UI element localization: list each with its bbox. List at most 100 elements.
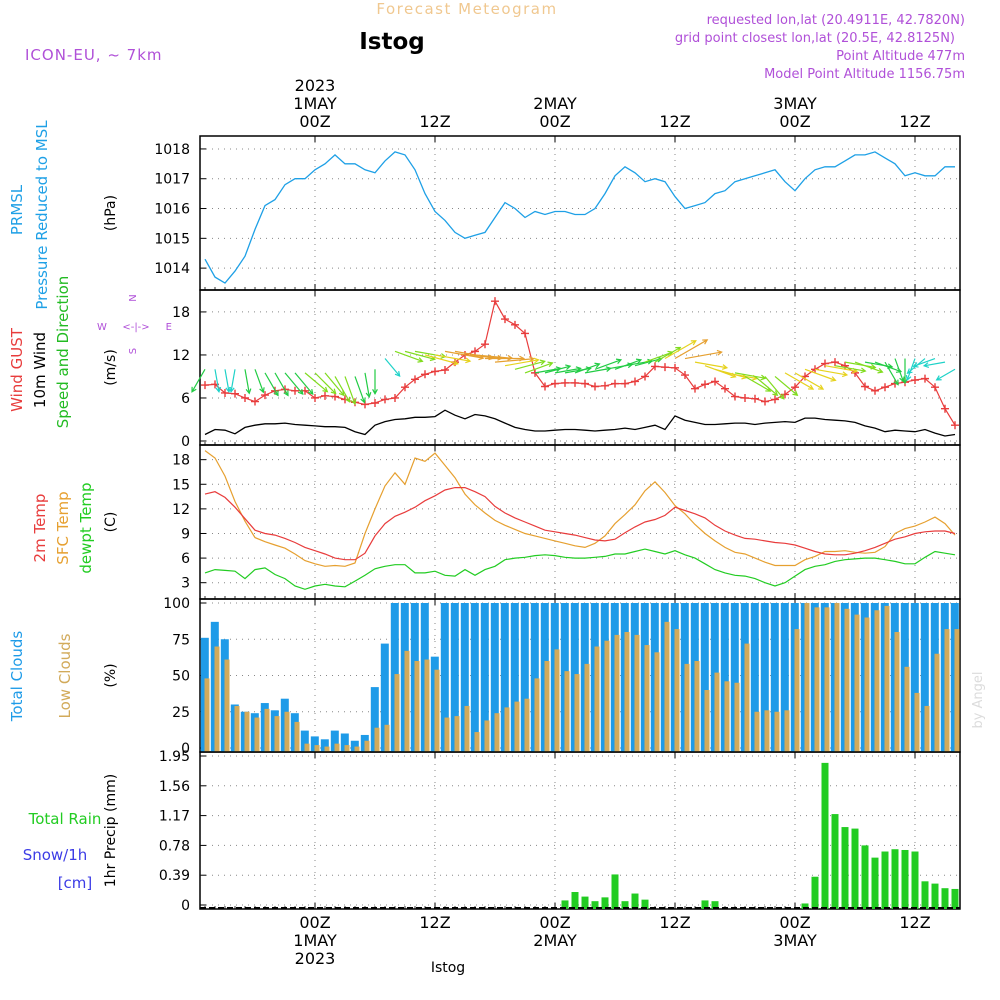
gust-marker	[831, 358, 839, 367]
gust-marker	[311, 393, 319, 402]
low-cloud-bar	[604, 640, 610, 752]
rain-bar	[921, 881, 929, 909]
rain-bar	[591, 901, 599, 909]
top-time-label: 00Z	[539, 112, 570, 131]
low-cloud-bar	[684, 663, 690, 752]
gust-marker	[631, 377, 639, 386]
gust-marker	[491, 297, 499, 306]
wind-arrow-head	[818, 384, 825, 390]
total-cloud-bar	[330, 730, 339, 752]
wind-arrow	[434, 354, 472, 364]
low-cloud-bar	[894, 632, 900, 752]
wind-arrow-head	[860, 367, 867, 374]
wind-arrow	[544, 364, 572, 374]
low-cloud-bar	[854, 614, 860, 752]
rain-bar	[841, 827, 849, 909]
rain-bar	[911, 851, 919, 909]
top-time-label: 12Z	[419, 112, 450, 131]
y-tick-label: 12	[172, 348, 190, 364]
total-cloud-bar	[450, 603, 459, 752]
wind-arrow-head	[635, 358, 643, 365]
gust-marker	[291, 386, 299, 395]
low-cloud-bar	[484, 720, 490, 752]
wind-arrow-shaft	[664, 340, 697, 360]
compass-w: W	[97, 322, 107, 333]
low-cloud-bar	[524, 698, 530, 752]
wind-arrow	[294, 372, 314, 395]
low-cloud-bar	[674, 629, 680, 752]
total-cloud-bar	[770, 603, 779, 752]
gust-marker	[691, 384, 699, 393]
y-tick-label: 3	[181, 576, 190, 592]
wind-arrow-shaft	[814, 368, 848, 376]
wind-arrow	[674, 339, 709, 360]
wind-arrow	[834, 365, 867, 374]
rain-bar	[801, 903, 809, 909]
wind-arrow-shaft	[434, 354, 471, 362]
gust-marker	[921, 374, 929, 383]
wind-arrow	[244, 369, 252, 395]
low-cloud-bar	[944, 629, 950, 752]
total-cloud-bar	[780, 603, 789, 752]
wind-arrow-head	[615, 358, 623, 365]
low-cloud-bar	[204, 678, 210, 752]
total-cloud-bar	[340, 733, 349, 752]
wind-arrow-head	[702, 339, 709, 345]
low-cloud-bar	[824, 607, 830, 752]
panel-4: 0 0.39 0.78 1.17 1.56 1.95 1hr Precip (mm)Tota…	[23, 749, 961, 914]
rain-bar	[941, 888, 949, 909]
gust-marker	[511, 320, 519, 329]
low-cloud-bar	[744, 643, 750, 752]
wind-arrow	[684, 349, 723, 360]
gust-marker	[751, 394, 759, 403]
wind-arrow	[191, 368, 206, 393]
wind-arrow-head	[417, 357, 424, 363]
rain-bar	[871, 857, 879, 909]
wind-arrow-head	[772, 390, 779, 397]
wind-arrow-shaft	[334, 376, 351, 403]
gust-marker	[521, 329, 529, 338]
gust-marker	[231, 389, 239, 398]
wind-arrow	[912, 357, 936, 368]
gust-marker	[621, 379, 629, 388]
prmsl-label: PRMSL	[8, 184, 26, 235]
wind-arrow-shaft	[894, 358, 904, 382]
wind-arrow-shaft	[906, 358, 916, 381]
y-axis-label: (m/s)	[103, 349, 119, 386]
wind-arrow	[754, 376, 779, 397]
wind-arrow-shaft	[444, 350, 484, 359]
low-cloud-bar	[274, 716, 280, 752]
low-cloud-bar	[924, 705, 930, 752]
gust-marker	[551, 379, 559, 388]
low-cloud-bar	[394, 674, 400, 752]
total-cloud-bar	[500, 603, 509, 752]
wind-arrow-head	[899, 376, 905, 383]
gust-marker	[371, 398, 379, 407]
gust-marker	[221, 388, 229, 397]
wind-arrow	[894, 358, 905, 383]
y-tick-label: 0.78	[159, 838, 190, 854]
gust-marker	[391, 393, 399, 402]
low-cloud-bar	[304, 743, 310, 752]
wind-arrow	[734, 372, 767, 381]
gust-marker	[651, 362, 659, 371]
gust-marker	[601, 381, 609, 390]
total-cloud-bar	[350, 740, 359, 752]
wind-arrow-head	[902, 378, 908, 385]
rain-bar	[831, 814, 839, 909]
panel-0: 1014 1015 1016 1017 1018 (hPa) PRMSL Pressure R…	[8, 120, 961, 310]
low-cloud-bar	[834, 603, 840, 752]
gust-marker	[561, 378, 569, 387]
wind-arrow	[794, 372, 825, 390]
y-tick-label: 25	[172, 705, 190, 721]
wind-arrow-head	[273, 390, 279, 397]
gust-marker	[871, 386, 879, 395]
wind-arrow-shaft	[834, 365, 866, 372]
wind-arrow-head	[877, 367, 884, 374]
gust-marker	[681, 371, 689, 380]
low-cloud-bar	[654, 652, 660, 752]
y-tick-label: 0	[181, 434, 190, 450]
low-cloud-bar	[904, 666, 910, 752]
gust-marker	[911, 376, 919, 385]
pressure-label: Pressure Reduced to MSL	[33, 120, 51, 310]
